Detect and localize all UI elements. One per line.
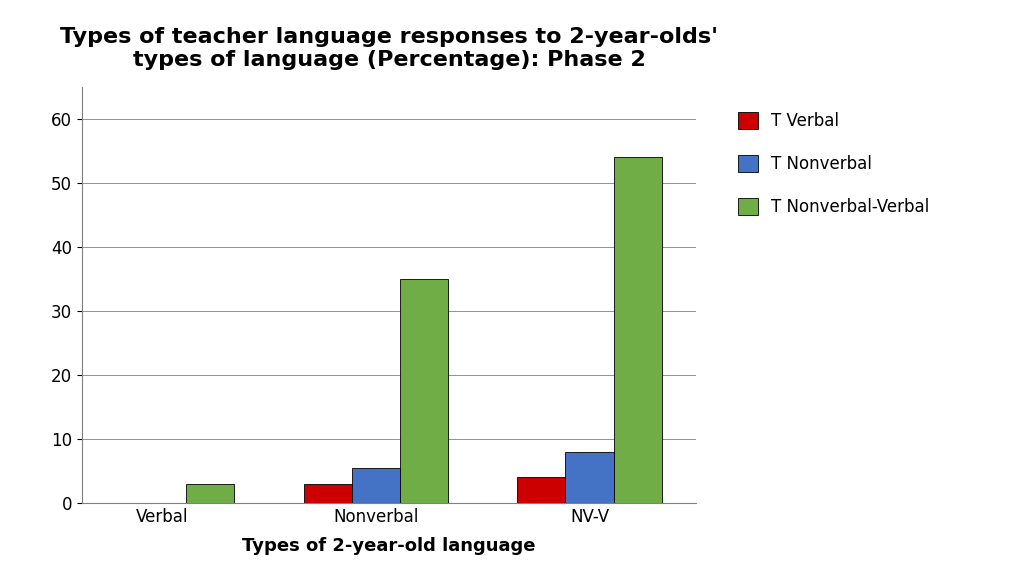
- Bar: [186, 484, 234, 503]
- X-axis label: Types of 2-year-old language: Types of 2-year-old language: [243, 537, 536, 555]
- Bar: [517, 477, 565, 503]
- Bar: [351, 468, 399, 503]
- Legend: T Verbal, T Nonverbal, T Nonverbal-Verbal: T Verbal, T Nonverbal, T Nonverbal-Verba…: [729, 103, 938, 224]
- Bar: [613, 157, 662, 503]
- Title: Types of teacher language responses to 2-year-olds'
types of language (Percentag: Types of teacher language responses to 2…: [60, 27, 718, 70]
- Bar: [304, 484, 351, 503]
- Bar: [399, 279, 447, 503]
- Bar: [565, 451, 613, 503]
